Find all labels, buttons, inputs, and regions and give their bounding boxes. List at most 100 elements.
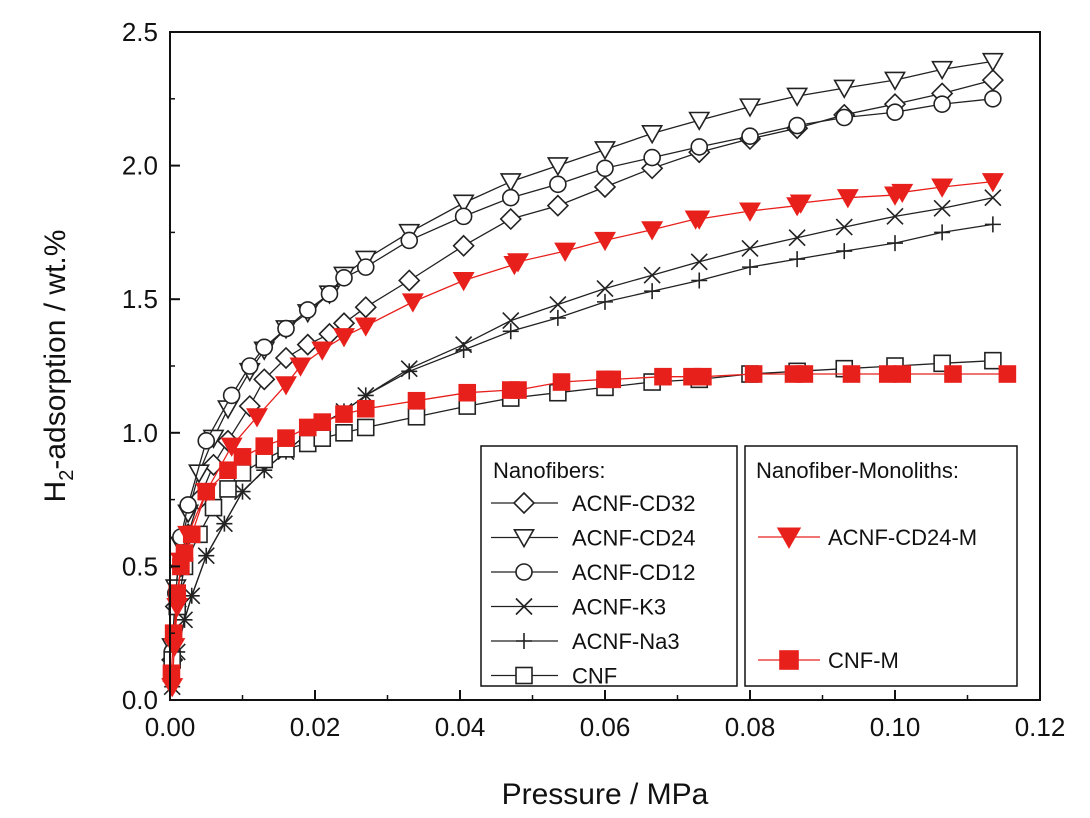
x-tick-label: 0.00 [145, 712, 196, 742]
data-point [931, 60, 954, 81]
x-tick-label: 0.02 [290, 712, 341, 742]
data-point [554, 242, 577, 262]
legend-entry: ACNF-K3 [491, 595, 666, 620]
data-point [789, 194, 812, 214]
data-point [354, 317, 377, 337]
data-point [981, 52, 1004, 73]
data-point [741, 127, 759, 146]
legend-marker [516, 633, 532, 649]
data-point [549, 175, 567, 194]
data-point [744, 365, 763, 383]
data-point [594, 231, 616, 252]
data-point [311, 341, 334, 361]
legend-entries: ACNF-CD32 ACNF-CD24 ACNF-CD12 ACNF-K3 ACNF-N… [491, 491, 977, 689]
data-point [688, 210, 711, 230]
legend-entry: CNF [491, 664, 617, 689]
data-point [255, 338, 274, 357]
data-point [356, 399, 375, 418]
data-point [691, 272, 708, 289]
data-point [596, 159, 614, 178]
data-point [354, 296, 377, 319]
data-point [197, 432, 216, 450]
data-point [690, 138, 709, 156]
data-point [944, 365, 962, 383]
data-point [887, 235, 903, 252]
y-tick-label: 0.5 [122, 551, 158, 581]
data-point [175, 544, 194, 562]
data-point [216, 515, 233, 532]
data-point [742, 259, 758, 276]
data-point [289, 357, 312, 377]
data-point [298, 418, 317, 437]
data-point [597, 293, 613, 310]
legend-marker [515, 563, 533, 581]
data-point [401, 363, 418, 380]
data-point [277, 319, 295, 338]
legend-entry: ACNF-CD24 [491, 526, 695, 551]
data-point [197, 482, 216, 501]
data-point [296, 333, 319, 356]
data-point [499, 173, 522, 193]
data-point [593, 175, 617, 199]
data-point [984, 216, 1001, 233]
legend-label: ACNF-Na3 [572, 629, 680, 654]
data-point [313, 413, 332, 431]
data-point [788, 116, 806, 135]
data-point [836, 243, 853, 260]
data-point [641, 221, 664, 241]
legend-right: Nanofiber-Monoliths: [744, 445, 1018, 687]
data-point [458, 383, 477, 402]
axis-ticks [169, 31, 1041, 701]
data-point [398, 269, 421, 292]
data-point [594, 141, 616, 161]
data-point [240, 357, 259, 375]
data-point [835, 218, 853, 236]
data-point [335, 405, 353, 423]
data-point [795, 365, 814, 383]
legend-entry: ACNF-CD12 [491, 560, 695, 585]
data-point [183, 587, 200, 604]
data-point [356, 418, 375, 437]
x-tick-label: 0.04 [435, 712, 486, 742]
data-point [690, 253, 708, 271]
data-point [981, 173, 1004, 193]
x-axis-title: Pressure / MPa [502, 778, 709, 811]
data-point [219, 461, 237, 480]
data-point [643, 148, 661, 167]
data-point [654, 367, 672, 386]
data-point [933, 95, 951, 113]
data-point [253, 368, 276, 391]
data-point [984, 189, 1002, 207]
data-point [786, 87, 809, 107]
data-point [878, 365, 897, 383]
data-point [401, 293, 424, 313]
data-point [162, 664, 181, 683]
legend-entry: CNF-M [758, 648, 899, 673]
legend-right-box [744, 445, 1018, 687]
data-point [233, 464, 252, 482]
data-point [893, 365, 912, 383]
data-point [546, 194, 570, 217]
data-point [246, 408, 268, 428]
data-point [886, 103, 904, 121]
data-point [234, 483, 251, 500]
legend-entry: ACNF-CD32 [491, 491, 695, 516]
data-point [502, 323, 519, 340]
data-point [454, 207, 473, 226]
legend-marker [515, 597, 533, 616]
legend-label: CNF-M [828, 648, 899, 673]
data-point [356, 258, 375, 276]
data-point [789, 251, 806, 268]
legend-label: ACNF-CD24-M [828, 525, 977, 550]
x-tick-label: 0.12 [1015, 712, 1066, 742]
data-point [934, 224, 951, 241]
data-point [219, 480, 237, 498]
data-point [220, 437, 243, 457]
legend-entry: ACNF-CD24-M [758, 525, 977, 550]
data-point [603, 370, 622, 389]
y-tick-label: 2.5 [122, 17, 158, 47]
legend-marker [779, 650, 799, 670]
data-point [233, 448, 252, 466]
legend-label: ACNF-K3 [572, 595, 666, 620]
